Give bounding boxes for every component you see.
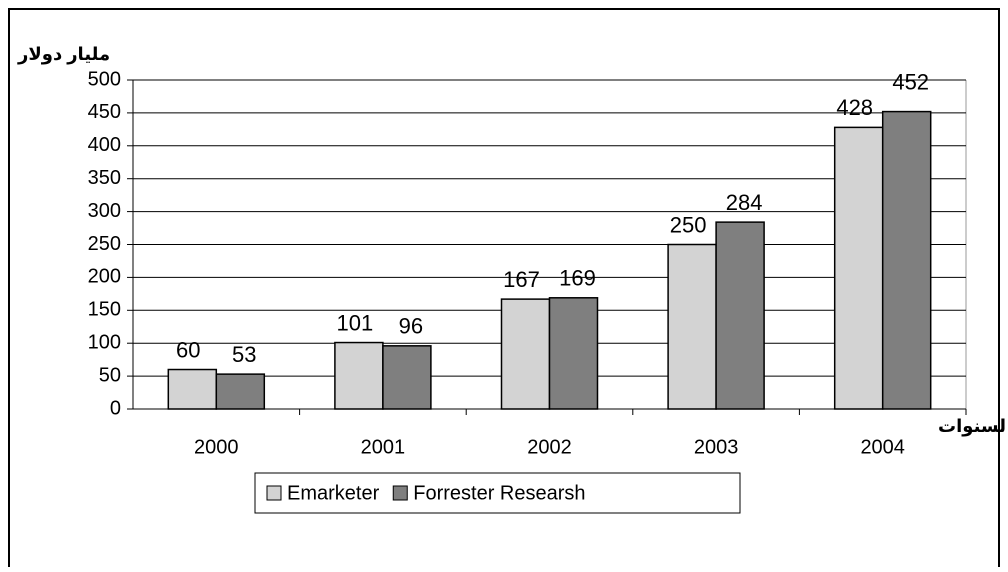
y-tick-label: 150 bbox=[88, 299, 121, 321]
y-tick-label: 400 bbox=[88, 134, 121, 156]
x-axis-label: لسنوات bbox=[938, 416, 1006, 437]
bar bbox=[382, 345, 432, 410]
y-tick-label: 500 bbox=[88, 68, 121, 90]
bar bbox=[667, 243, 717, 410]
value-label: 284 bbox=[726, 190, 763, 215]
x-tick-label: 2003 bbox=[694, 436, 739, 458]
y-tick-label: 0 bbox=[110, 397, 121, 419]
x-tick-label: 2004 bbox=[860, 436, 905, 458]
bar bbox=[334, 341, 384, 410]
y-tick-label: 200 bbox=[88, 266, 121, 288]
value-label: 452 bbox=[892, 69, 929, 94]
bar bbox=[215, 373, 266, 410]
legend-label: Forrester Researsh bbox=[413, 482, 585, 504]
value-label: 53 bbox=[232, 342, 256, 367]
bar bbox=[500, 298, 551, 410]
y-tick-label: 50 bbox=[99, 364, 121, 386]
y-tick-label: 350 bbox=[88, 167, 121, 189]
value-label: 167 bbox=[503, 267, 540, 292]
legend-swatch bbox=[266, 485, 282, 501]
value-label: 169 bbox=[559, 266, 596, 291]
x-tick-label: 2001 bbox=[361, 436, 406, 458]
bar bbox=[881, 110, 932, 410]
value-label: 96 bbox=[399, 314, 423, 339]
legend-swatch bbox=[392, 485, 408, 501]
y-tick-label: 100 bbox=[88, 331, 121, 353]
y-tick-label: 450 bbox=[88, 101, 121, 123]
bar bbox=[548, 297, 599, 410]
legend-box bbox=[254, 472, 741, 514]
value-label: 250 bbox=[670, 212, 707, 237]
y-axis-label: مليار دولار bbox=[17, 44, 110, 65]
value-label: 428 bbox=[836, 95, 873, 120]
bar bbox=[167, 368, 218, 410]
bar bbox=[715, 221, 765, 410]
value-label: 60 bbox=[176, 337, 200, 362]
y-tick-label: 250 bbox=[88, 233, 121, 255]
legend-label: Emarketer bbox=[287, 482, 380, 504]
x-tick-label: 2002 bbox=[527, 436, 572, 458]
x-tick-label: 2000 bbox=[194, 436, 239, 458]
y-tick-label: 300 bbox=[88, 200, 121, 222]
value-label: 101 bbox=[337, 310, 374, 335]
bar bbox=[833, 126, 884, 410]
